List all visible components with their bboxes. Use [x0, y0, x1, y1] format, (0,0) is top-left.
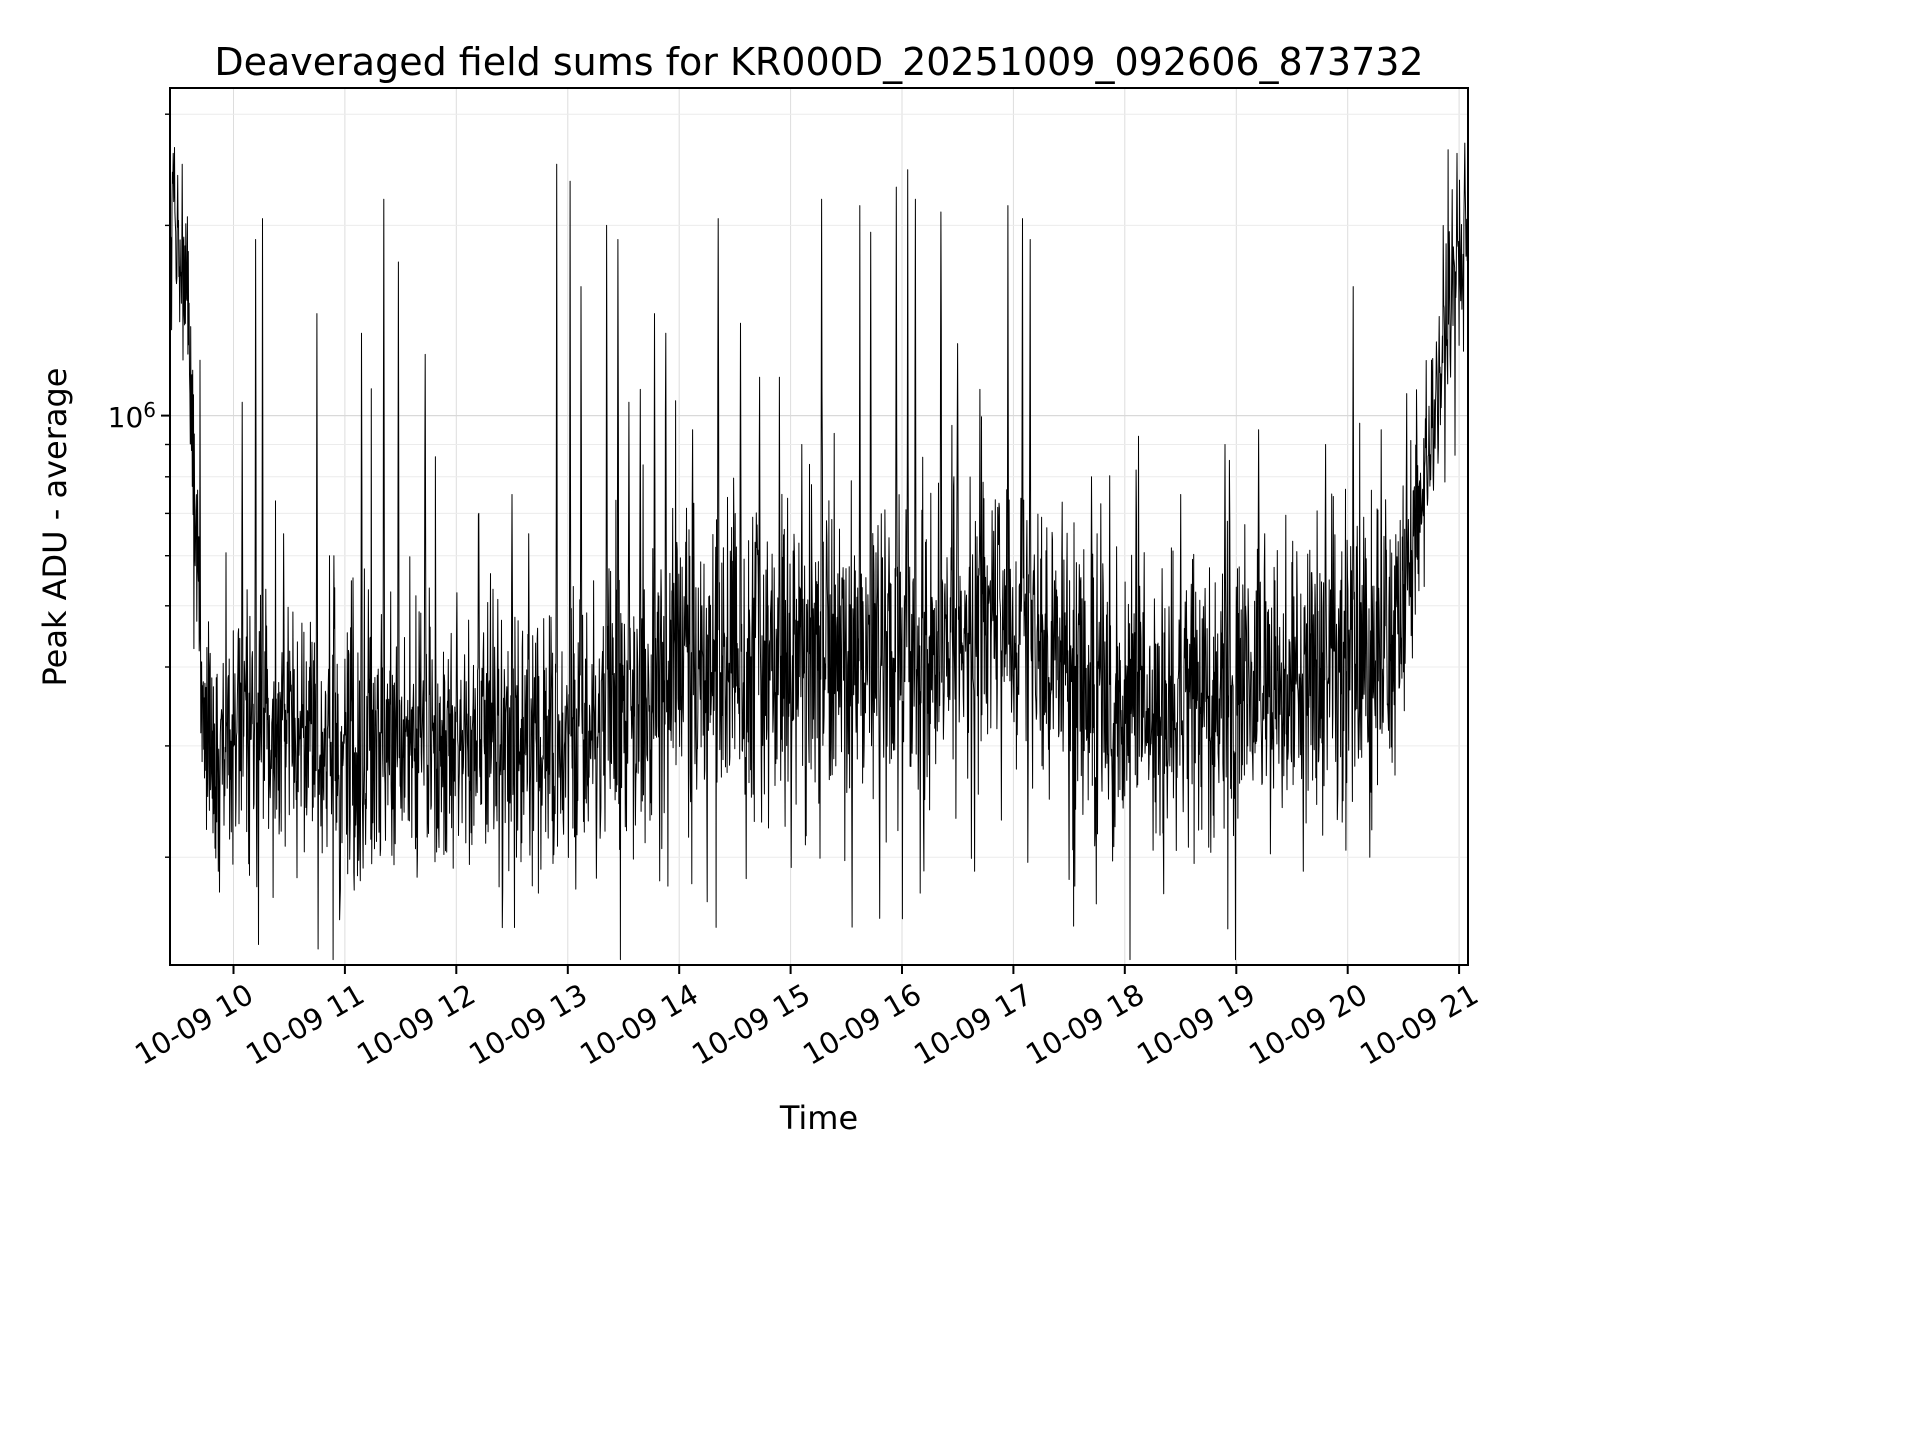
- axis-ticks: [161, 113, 1461, 974]
- y-tick-exponent: 6: [143, 397, 156, 422]
- axes-spines: [169, 87, 1469, 966]
- chart-title: Deaveraged field sums for KR000D_2025100…: [214, 40, 1424, 84]
- grid-lines: [170, 88, 1468, 965]
- x-axis-label: Time: [779, 1099, 859, 1137]
- y-tick-mantissa: 10: [107, 401, 144, 435]
- y-tick-label: 106: [108, 398, 156, 434]
- data-line: [169, 142, 1469, 961]
